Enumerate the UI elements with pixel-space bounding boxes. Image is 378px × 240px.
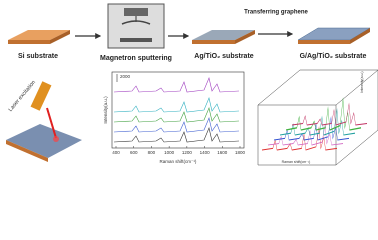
x-tick-label: 800 — [148, 150, 156, 155]
step-label: Magnetron sputtering — [100, 55, 172, 62]
x-tick-label: 600 — [130, 150, 138, 155]
middle-chart — [111, 71, 245, 149]
step-label: G/Ag/TiO₂ substrate — [300, 53, 367, 60]
x-axis-label: Raman shift(cm⁻¹) — [160, 159, 197, 164]
x-tick-label: 1000 — [164, 150, 175, 155]
y-axis-label: Intensity(a.u.) — [360, 71, 364, 92]
right-chart — [257, 69, 378, 166]
ag-tio2-substrate — [192, 30, 255, 44]
x-tick-label: 1600 — [217, 150, 228, 155]
x-axis-label: Raman shift(cm⁻¹) — [282, 160, 311, 164]
x-tick-label: 1800 — [235, 150, 246, 155]
step-label: Si substrate — [18, 53, 58, 60]
step-label: Ag/TiO₂ substrate — [194, 53, 253, 60]
x-tick-label: 1400 — [200, 150, 211, 155]
laser-illustration — [6, 81, 82, 162]
magnetron — [107, 3, 165, 49]
y-axis-label: Intensity(a.u.) — [103, 96, 108, 124]
figure: Si substrate Magnetron sputtering Ag/TiO… — [6, 3, 378, 166]
g-ag-tio2-substrate — [297, 27, 371, 44]
scale-label: 2000 — [120, 74, 131, 79]
laser-label: Laser excitation — [8, 80, 37, 113]
si-substrate — [8, 30, 70, 44]
transfer-label: Transferring graphene — [244, 10, 308, 16]
x-tick-label: 400 — [112, 150, 120, 155]
x-tick-label: 1200 — [182, 150, 193, 155]
